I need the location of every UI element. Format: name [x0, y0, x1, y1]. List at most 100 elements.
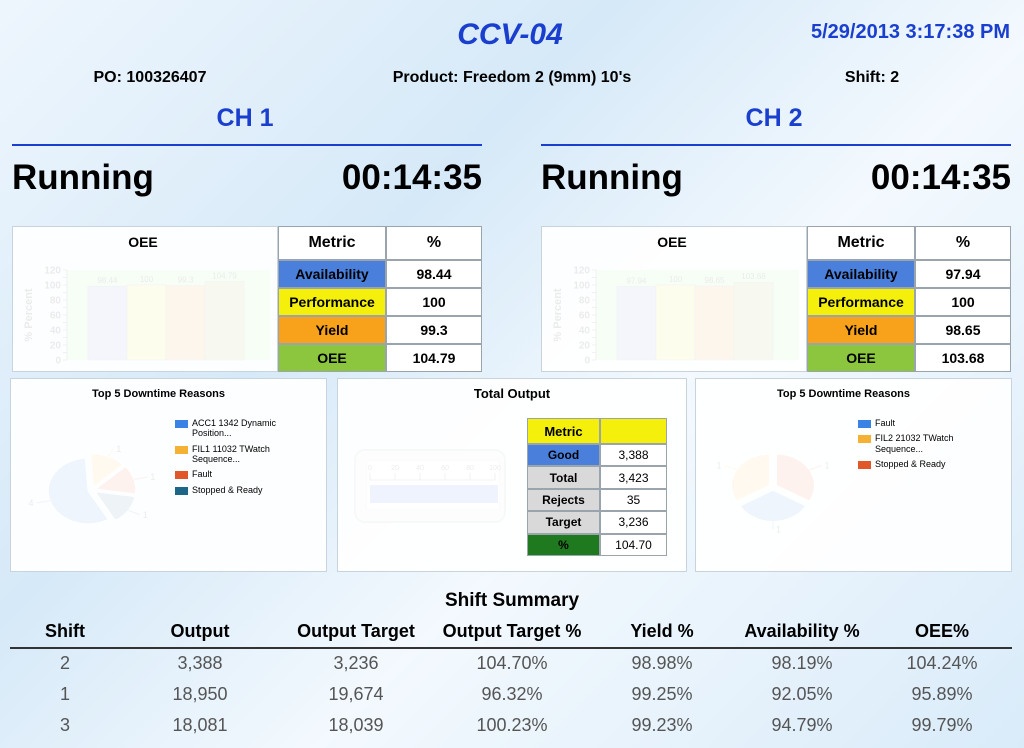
- header-text: Metric: [308, 234, 356, 251]
- panel-title: Top 5 Downtime Reasons: [776, 388, 911, 400]
- legend-item: FIL1 11032 TWatch Sequence...: [175, 444, 295, 465]
- summary-cell: 99.23%: [631, 715, 693, 735]
- column-header: Output Target %: [442, 621, 582, 641]
- metric-name: Yield: [315, 322, 349, 338]
- output-metric: %: [558, 537, 569, 552]
- chart-title: OEE: [128, 234, 158, 250]
- summary-cell: 18,950: [172, 684, 228, 704]
- summary-cell: 104.24%: [906, 653, 978, 673]
- legend-swatch: [175, 420, 188, 428]
- table-cell: OEE: [807, 344, 915, 372]
- channel-name: CH 1: [216, 104, 274, 132]
- table-cell: %: [527, 533, 600, 556]
- status: Running: [541, 158, 683, 197]
- metric-value: 100: [422, 294, 446, 310]
- output-value: 104.70: [615, 537, 652, 552]
- output-value: 3,423: [618, 470, 649, 485]
- summary-cell: 98.98%: [631, 653, 693, 673]
- metric-value: 97.94: [945, 266, 981, 282]
- legend-item: Stopped & Ready: [175, 485, 295, 495]
- chart-box: [12, 226, 278, 372]
- table-header-cell: [600, 418, 667, 444]
- summary-cell: 2: [59, 653, 70, 673]
- header-text: %: [955, 234, 971, 251]
- table-cell: Availability: [807, 260, 915, 288]
- summary-cell: 92.05%: [771, 684, 833, 704]
- table-cell: 98.44: [386, 260, 482, 288]
- table-cell: 104.70: [600, 533, 667, 556]
- po: PO: 100326407: [93, 69, 207, 86]
- table-cell: 3,423: [600, 466, 667, 489]
- legend-swatch: [175, 445, 188, 454]
- table-header-cell: Metric: [278, 226, 386, 260]
- summary-cell: 3: [59, 715, 70, 735]
- table-header-cell: Metric: [527, 418, 600, 444]
- legend-label: Stopped & Ready: [192, 484, 263, 495]
- summary-cell: 100.23%: [476, 715, 548, 735]
- header-text: %: [426, 234, 442, 251]
- legend-item: ACC1 1342 Dynamic Position...: [175, 418, 295, 439]
- table-cell: 104.79: [386, 344, 482, 372]
- legend-item: Stopped & Ready: [858, 459, 978, 470]
- column-header: Yield %: [630, 621, 694, 641]
- summary-cell: 18,039: [328, 715, 384, 735]
- datetime: 5/29/2013 3:17:38 PM: [810, 21, 1010, 43]
- legend-label: Fault: [192, 469, 213, 480]
- summary-cell: 94.79%: [771, 715, 833, 735]
- output-metric: Rejects: [542, 492, 585, 507]
- table-header-cell: Metric: [807, 226, 915, 260]
- table-cell: Availability: [278, 260, 386, 288]
- header-text: Metric: [544, 423, 583, 439]
- column-header: OEE%: [914, 621, 970, 641]
- table-header-cell: %: [386, 226, 482, 260]
- output-metric: Good: [547, 448, 580, 463]
- channel-name: CH 2: [745, 104, 803, 132]
- summary-cell: 98.19%: [771, 653, 833, 673]
- table-cell: 99.3: [386, 316, 482, 344]
- table-cell: Performance: [807, 288, 915, 316]
- legend-swatch: [175, 486, 188, 495]
- legend-swatch: [175, 471, 188, 480]
- metric-value: 100: [951, 294, 975, 310]
- table-cell: Yield: [807, 316, 915, 344]
- table-cell: 3,388: [600, 444, 667, 467]
- summary-cell: 95.89%: [911, 684, 973, 704]
- panel-title: Total Output: [473, 386, 551, 401]
- status: Running: [12, 158, 154, 197]
- table-cell: 100: [386, 288, 482, 316]
- legend-swatch: [858, 461, 871, 470]
- summary-cell: 18,081: [172, 715, 228, 735]
- legend-label: FIL1 11032 TWatch Sequence...: [192, 443, 270, 465]
- column-header: Output: [170, 621, 230, 641]
- metric-name: OEE: [846, 350, 876, 366]
- page-title: CCV-04: [457, 18, 563, 51]
- summary-cell: 96.32%: [481, 684, 543, 704]
- product: Product: Freedom 2 (9mm) 10's: [392, 69, 632, 86]
- shift: Shift: 2: [844, 69, 900, 86]
- table-cell: Target: [527, 511, 600, 534]
- table-cell: 3,236: [600, 511, 667, 534]
- table-cell: Good: [527, 444, 600, 467]
- header-text: Metric: [837, 234, 885, 251]
- summary-cell: 99.25%: [631, 684, 693, 704]
- legend-label: Fault: [875, 418, 896, 428]
- legend-swatch: [858, 435, 871, 444]
- summary-cell: 19,674: [328, 684, 384, 704]
- table-cell: Performance: [278, 288, 386, 316]
- table-cell: 97.94: [915, 260, 1011, 288]
- table-cell: 35: [600, 488, 667, 512]
- column-header: Output Target: [297, 621, 415, 641]
- column-header: Shift: [45, 621, 85, 641]
- table-cell: 100: [915, 288, 1011, 316]
- chart-title: OEE: [657, 234, 687, 250]
- legend-label: Stopped & Ready: [875, 459, 946, 470]
- summary-cell: 3,388: [177, 653, 223, 673]
- output-metric: Total: [549, 470, 578, 485]
- summary-cell: 1: [59, 684, 70, 704]
- metric-value: 103.68: [941, 350, 985, 366]
- metric-value: 104.79: [412, 350, 456, 366]
- metric-value: 98.65: [945, 322, 981, 338]
- timer: 00:14:35: [341, 158, 482, 197]
- legend-item: Fault: [175, 469, 295, 480]
